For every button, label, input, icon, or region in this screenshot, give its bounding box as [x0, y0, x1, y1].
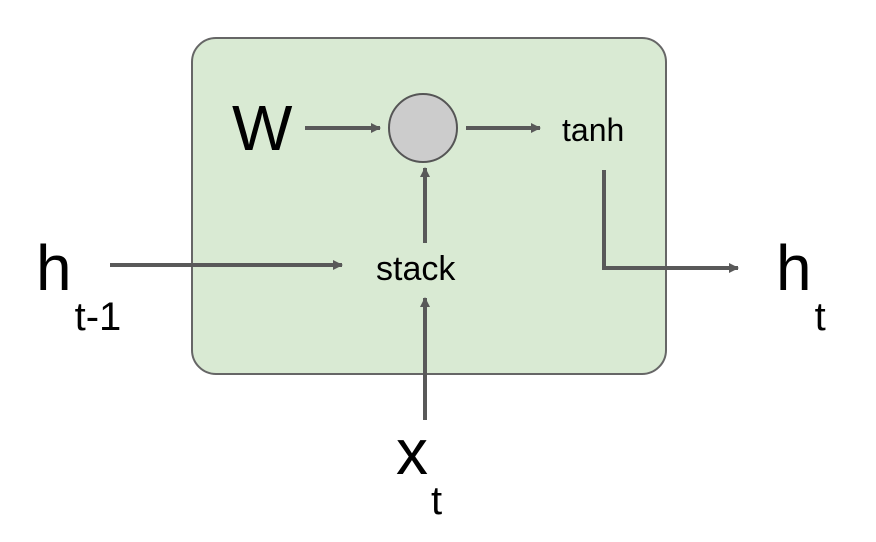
x-input-label: xt — [396, 420, 442, 521]
tanh-label: tanh — [562, 112, 625, 148]
cell-box — [191, 37, 667, 375]
h-prev-base: h — [36, 232, 72, 304]
arrow-tanh-to-hout — [602, 170, 739, 273]
h-out-base: h — [776, 232, 812, 304]
x-input-base: x — [396, 416, 428, 488]
h-out-subscript: t — [814, 295, 826, 339]
weight-label: W — [232, 92, 293, 164]
stack-label: stack — [376, 250, 456, 288]
h-out-label: ht — [776, 236, 826, 337]
x-input-subscript: t — [431, 479, 443, 523]
h-prev-label: ht-1 — [36, 236, 121, 337]
h-prev-subscript: t-1 — [74, 295, 122, 339]
multiply-node — [388, 93, 458, 163]
